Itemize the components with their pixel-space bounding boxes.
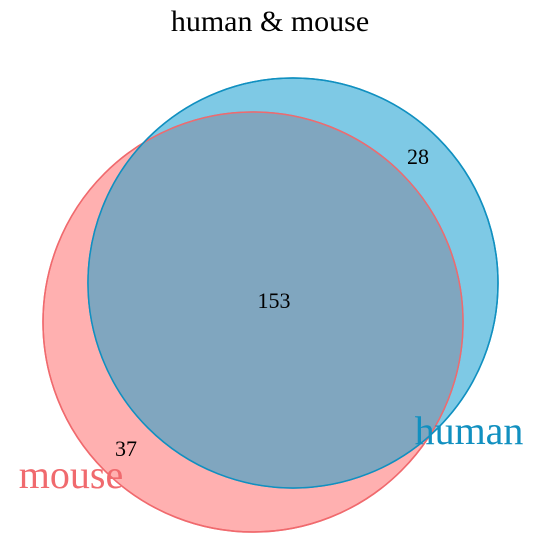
intersection-count: 153 (258, 288, 291, 313)
mouse-set-label: mouse (19, 452, 123, 497)
human-set-outline (87, 77, 499, 489)
mouse-set-outline (42, 111, 464, 533)
human-only-count: 28 (407, 144, 429, 169)
mouse-only-count: 37 (115, 436, 137, 461)
diagram-title: human & mouse (171, 5, 369, 38)
human-set-label: human (415, 408, 524, 453)
